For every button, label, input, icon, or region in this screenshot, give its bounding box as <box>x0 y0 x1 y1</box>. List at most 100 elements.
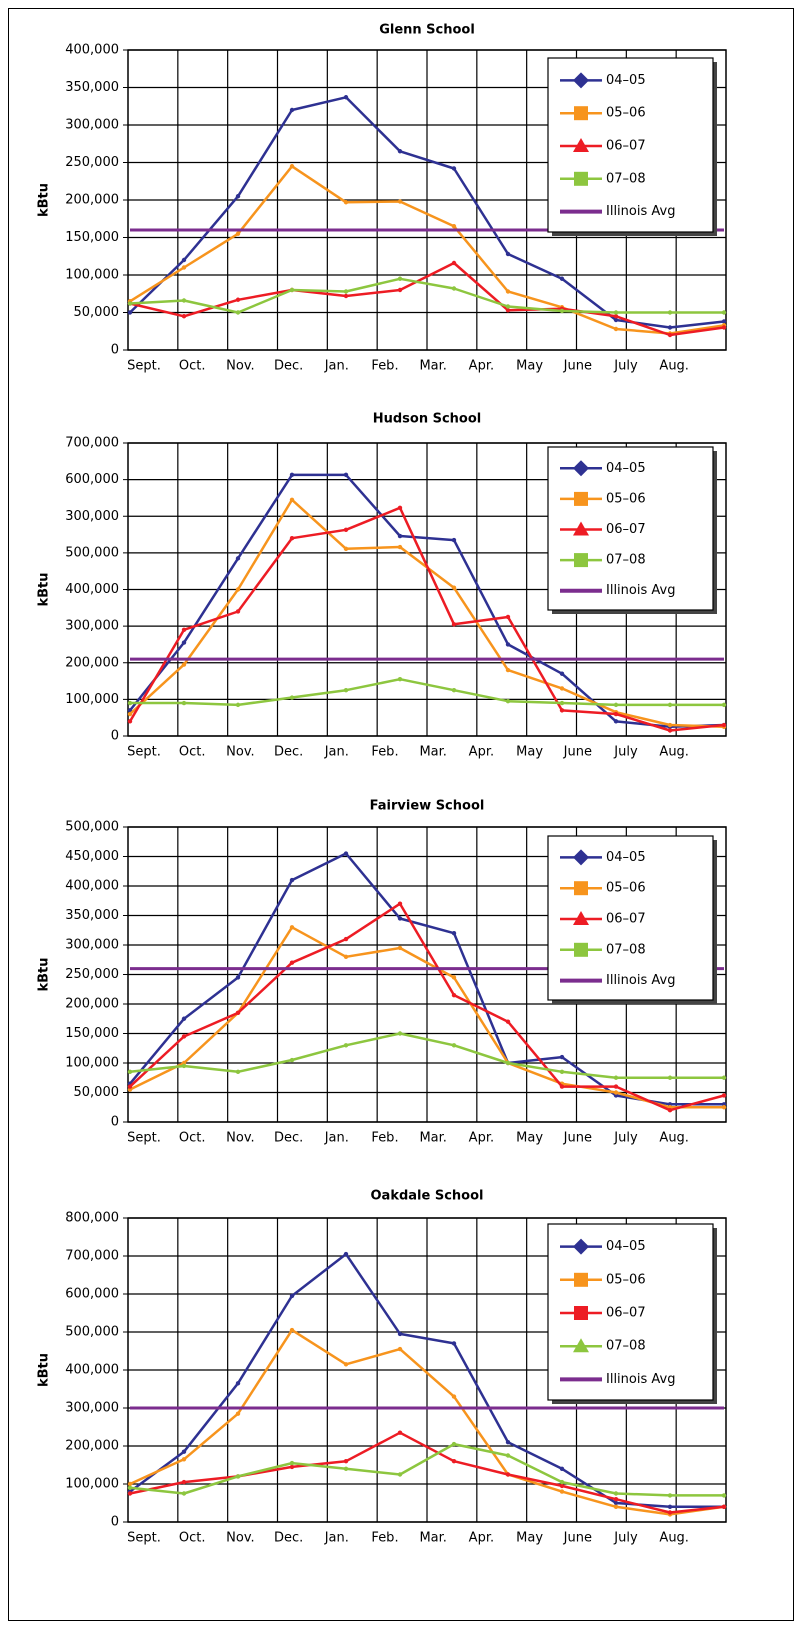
x-tick-label: Nov. <box>226 359 255 374</box>
chart: Glenn School kBtu 0 50,000 100,000 150,000 200… <box>37 23 727 374</box>
data-point <box>289 1464 295 1470</box>
data-point <box>397 677 403 682</box>
data-point <box>451 585 457 590</box>
y-tick-label: 350,000 <box>65 908 119 923</box>
data-point <box>343 200 349 205</box>
series-line <box>129 926 724 1109</box>
data-point <box>397 1031 403 1036</box>
data-point <box>289 107 295 113</box>
x-tick-label: Feb. <box>371 1131 398 1146</box>
x-tick-label: Mar. <box>419 1131 446 1146</box>
data-point <box>451 286 457 291</box>
chart-title: Fairview School <box>370 799 485 814</box>
y-tick-label: 200,000 <box>65 1439 119 1454</box>
data-point <box>397 1430 403 1435</box>
x-tick-label: Nov. <box>226 1531 255 1546</box>
series-line <box>129 1328 725 1516</box>
x-tick-label: May <box>516 1131 543 1146</box>
data-point <box>181 1034 187 1039</box>
data-point <box>721 325 727 330</box>
y-tick-label: 200,000 <box>65 997 119 1012</box>
data-point <box>397 287 403 293</box>
data-point <box>289 1293 295 1299</box>
data-point <box>235 310 241 315</box>
data-point <box>127 301 133 306</box>
data-point <box>181 1016 187 1021</box>
data-point <box>451 1394 457 1399</box>
data-point <box>505 642 511 647</box>
y-tick-label: 600,000 <box>65 1287 119 1302</box>
y-tick-label: 300,000 <box>65 619 119 634</box>
y-tick-label: 50,000 <box>74 305 120 320</box>
data-point <box>613 326 619 332</box>
data-point <box>289 497 295 502</box>
data-point <box>289 287 295 293</box>
data-point <box>127 310 133 315</box>
x-tick-label: Sept. <box>127 1131 161 1146</box>
data-point <box>181 700 187 706</box>
y-tick-label: 400,000 <box>65 879 119 894</box>
data-point <box>559 671 565 676</box>
data-point <box>343 1251 349 1257</box>
chart-title: Glenn School <box>379 23 475 38</box>
data-point <box>343 289 349 294</box>
data-point <box>289 1057 295 1063</box>
series-line <box>130 677 724 707</box>
data-point <box>667 325 673 330</box>
chart: Hudson School kBtu 0 100,000 200,000 300,000 4… <box>37 412 727 760</box>
legend-marker <box>574 171 588 186</box>
data-point <box>289 1460 295 1466</box>
y-tick-label: 150,000 <box>65 230 119 245</box>
data-point <box>613 719 619 724</box>
data-point <box>505 251 511 257</box>
data-point <box>667 1075 673 1080</box>
x-tick-label: Oct. <box>179 1531 206 1546</box>
x-tick-label: July <box>613 1131 638 1146</box>
data-point <box>343 95 349 100</box>
data-point <box>613 1084 619 1089</box>
data-point <box>127 1084 133 1089</box>
data-point <box>667 310 673 315</box>
x-tick-label: Sept. <box>127 745 161 760</box>
data-point <box>235 556 241 561</box>
y-tick-label: 500,000 <box>65 545 119 560</box>
x-tick-label: Aug. <box>659 745 689 760</box>
y-tick-label: 300,000 <box>65 509 119 524</box>
y-tick-label: 0 <box>111 729 119 744</box>
legend-label: 04–05 <box>606 461 646 476</box>
data-point <box>559 1466 565 1472</box>
data-point <box>289 536 295 541</box>
x-tick-label: Feb. <box>371 1531 398 1546</box>
data-point <box>181 298 187 303</box>
data-point <box>343 1043 349 1048</box>
data-point <box>397 544 403 550</box>
y-tick-label: 400,000 <box>65 43 119 58</box>
y-tick-label: 0 <box>111 1515 119 1530</box>
y-tick-label: 400,000 <box>65 582 119 597</box>
data-point <box>343 472 349 478</box>
data-point <box>451 537 457 543</box>
legend-label: 07–08 <box>606 553 646 568</box>
data-point <box>397 149 403 154</box>
legend-marker <box>573 911 589 925</box>
data-point <box>235 1381 241 1386</box>
x-tick-label: Apr. <box>469 1531 494 1546</box>
data-point <box>181 640 187 645</box>
x-tick-label: Dec. <box>274 1131 303 1146</box>
data-point <box>397 199 403 204</box>
data-point <box>397 1472 403 1477</box>
data-point <box>397 945 403 951</box>
data-point <box>289 1327 295 1333</box>
x-tick-label: Jan. <box>324 1131 349 1146</box>
y-tick-label: 150,000 <box>65 1026 119 1041</box>
data-point <box>451 224 457 229</box>
data-point <box>397 901 403 906</box>
legend-marker <box>573 1238 589 1255</box>
x-tick-label: Sept. <box>127 359 161 374</box>
data-point <box>505 667 511 673</box>
x-tick-label: Jan. <box>324 745 349 760</box>
series-line <box>129 473 725 729</box>
data-point <box>343 688 349 693</box>
data-point <box>181 1063 187 1069</box>
outer-border <box>8 8 794 1621</box>
